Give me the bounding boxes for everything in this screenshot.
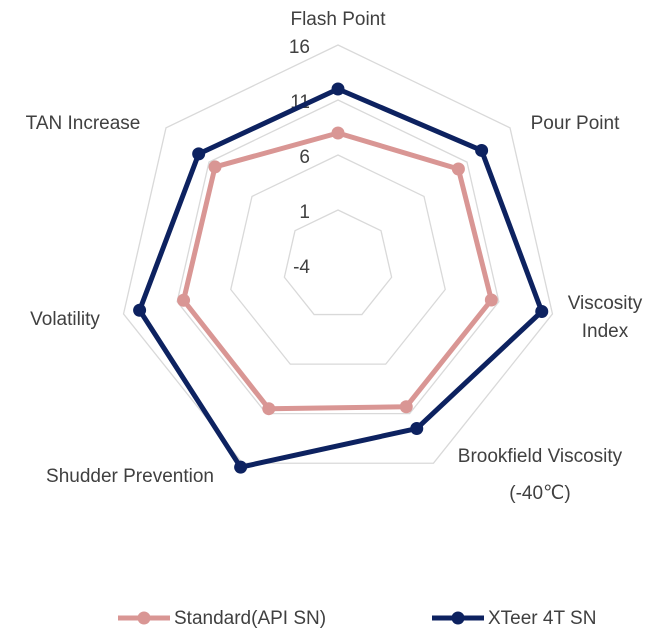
category-label: TAN Increase: [25, 113, 141, 134]
r-tick-label: 6: [299, 147, 310, 168]
data-point: [192, 147, 206, 161]
grid-ring: [176, 99, 500, 415]
category-label: Viscosity Index: [567, 293, 643, 342]
r-tick-label: 1: [299, 202, 310, 223]
data-point: [262, 402, 276, 416]
legend-label: Standard(API SN): [174, 608, 326, 629]
r-tick-label: 16: [289, 37, 310, 58]
data-point: [331, 82, 345, 96]
data-point: [177, 293, 191, 307]
series-line: [181, 130, 494, 412]
legend-marker: [451, 611, 465, 625]
category-label: Volatility: [30, 309, 100, 330]
data-point: [410, 422, 424, 436]
series-line: [137, 86, 545, 470]
data-point: [535, 305, 549, 319]
category-label: Flash Point: [290, 9, 386, 30]
data-point: [451, 162, 465, 176]
category-label: Shudder Prevention: [46, 466, 214, 487]
legend-marker: [137, 611, 151, 625]
category-label: Pour Point: [530, 113, 620, 134]
category-label: Brookfield Viscosity (-40℃): [457, 446, 623, 504]
grid-ring: [230, 154, 446, 365]
data-point: [399, 400, 413, 414]
grid-ring: [122, 44, 554, 464]
legend-label: XTeer 4T SN: [488, 608, 596, 629]
data-point: [234, 460, 248, 474]
data-point: [331, 126, 345, 140]
data-point: [484, 293, 498, 307]
data-point: [133, 303, 147, 317]
grid-ring: [283, 209, 393, 316]
r-tick-label: -4: [293, 257, 310, 278]
data-point: [208, 160, 222, 174]
data-point: [475, 143, 489, 157]
